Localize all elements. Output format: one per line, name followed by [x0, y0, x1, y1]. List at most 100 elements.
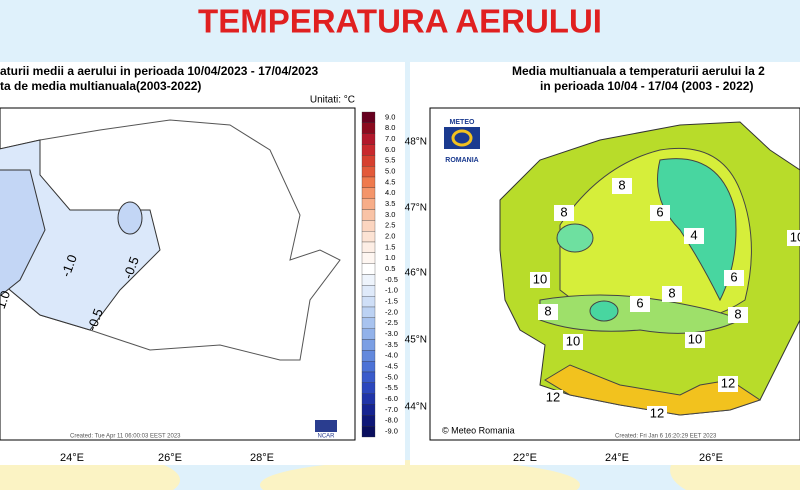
colorbar-label: -8.0: [385, 416, 398, 425]
label-bg: [543, 390, 563, 406]
logo-text: NCAR: [317, 434, 335, 440]
label-bg: [563, 334, 583, 350]
colorbar-label: 8.0: [385, 123, 395, 132]
colorbar-swatch: [361, 122, 376, 134]
colorbar-label: -3.0: [385, 329, 398, 338]
label-bg: [538, 304, 558, 320]
contour-label: 6: [636, 295, 643, 310]
colorbar-swatch: [361, 404, 376, 416]
colorbar-label: -2.5: [385, 318, 398, 327]
colorbar-label: -2.0: [385, 307, 398, 316]
colorbar-label: -0.5: [385, 275, 398, 284]
colorbar-swatch: [361, 350, 376, 362]
colorbar-label: -4.5: [385, 362, 398, 371]
colorbar-label: 6.0: [385, 145, 395, 154]
x-axis-label: 28°E: [250, 452, 274, 464]
contour-label: 10: [790, 229, 800, 244]
y-axis-label: 48°N: [405, 137, 427, 148]
anomaly-area: [0, 169, 46, 297]
contour-label: 10: [533, 271, 547, 286]
colorbar-swatch: [361, 133, 376, 145]
contour-label: -1.0: [58, 253, 80, 279]
colorbar-swatch: [361, 393, 376, 405]
slide-title: TEMPERATURA AERULUI: [198, 3, 602, 40]
contour-label: 10: [566, 333, 580, 348]
colorbar-label: 3.5: [385, 199, 395, 208]
colorbar-swatch: [361, 382, 376, 394]
colorbar-swatch: [361, 220, 376, 232]
contour-label: -0.5: [84, 307, 106, 333]
label-bg: [787, 230, 800, 246]
label-bg: [718, 376, 738, 392]
colorbar-swatch: [361, 274, 376, 286]
colorbar-label: 2.0: [385, 232, 395, 241]
y-axis-label: 47°N: [405, 203, 427, 214]
colorbar-label: -9.0: [385, 427, 398, 436]
label-bg: [685, 332, 705, 348]
colorbar-label: 9.0: [385, 112, 395, 121]
logo-text: METEO: [450, 119, 475, 126]
colorbar-label: 3.0: [385, 210, 395, 219]
x-axis-label: 26°E: [699, 452, 723, 464]
colorbar-swatch: [361, 296, 376, 308]
colorbar-swatch: [361, 155, 376, 167]
colorbar-label: -5.0: [385, 372, 398, 381]
colorbar-label: 7.0: [385, 134, 395, 143]
colorbar-label: -5.5: [385, 383, 398, 392]
colorbar-label: 1.5: [385, 242, 395, 251]
colorbar-swatch: [361, 231, 376, 243]
credit: Created: Fri Jan 6 16:20:29 EET 2023: [615, 434, 717, 440]
colorbar-swatch: [361, 371, 376, 383]
colorbar-swatch: [361, 361, 376, 373]
colorbar-label: 4.5: [385, 177, 395, 186]
colorbar-label: 2.5: [385, 221, 395, 230]
contour-label: 12: [721, 375, 735, 390]
colorbar-label: -3.5: [385, 340, 398, 349]
label-bg: [662, 286, 682, 302]
right-title: Media multianuala a temperaturii aerului…: [512, 64, 765, 78]
left-title: ta de media multianuala(2003-2022): [0, 79, 201, 93]
contour-label: 12: [650, 405, 664, 420]
logo-text: ROMANIA: [445, 157, 478, 164]
x-axis-label: 26°E: [158, 452, 182, 464]
y-axis-label: 44°N: [405, 402, 427, 413]
colorbar-swatch: [361, 166, 376, 178]
y-axis-label: 46°N: [405, 268, 427, 279]
decor: [260, 460, 580, 490]
colorbar-swatch: [361, 306, 376, 318]
colorbar-swatch: [361, 317, 376, 329]
label-bg: [554, 205, 574, 221]
contour-label: 8: [668, 285, 675, 300]
copyright: © Meteo Romania: [442, 425, 515, 435]
logo-mark: [451, 129, 473, 147]
contour-label: 8: [734, 306, 741, 321]
label-bg: [650, 205, 670, 221]
label-bg: [612, 178, 632, 194]
colorbar-swatch: [361, 285, 376, 297]
colorbar-swatch: [361, 415, 376, 427]
colorbar-swatch: [361, 111, 376, 123]
colorbar-label: -6.0: [385, 394, 398, 403]
contour-area: [544, 364, 762, 416]
contour-label: 12: [546, 389, 560, 404]
colorbar-swatch: [361, 263, 376, 275]
colorbar-swatch: [361, 339, 376, 351]
right-title: in perioada 10/04 - 17/04 (2003 - 2022): [540, 79, 753, 93]
contour-area: [556, 223, 594, 253]
colorbar-label: -1.0: [385, 286, 398, 295]
colorbar: 9.0 8.0 7.0 6.0 5.5 5.04.5 4.0 3.5 3.0 2.5 2.01.5 1…: [361, 111, 398, 438]
contour-label: 6: [730, 269, 737, 284]
colorbar-label: 5.5: [385, 156, 395, 165]
label-bg: [724, 270, 744, 286]
logo: [315, 420, 337, 432]
x-axis-label: 22°E: [513, 452, 537, 464]
contour-label: -0.5: [120, 255, 142, 281]
colorbar-label: 5.0: [385, 167, 395, 176]
colorbar-label: -7.0: [385, 405, 398, 414]
contour-area: [589, 300, 619, 322]
colorbar-swatch: [361, 252, 376, 264]
left-title: aturii medii a aerului in perioada 10/04…: [0, 64, 318, 78]
anomaly-area: [117, 201, 143, 235]
contour-label: 8: [560, 204, 567, 219]
